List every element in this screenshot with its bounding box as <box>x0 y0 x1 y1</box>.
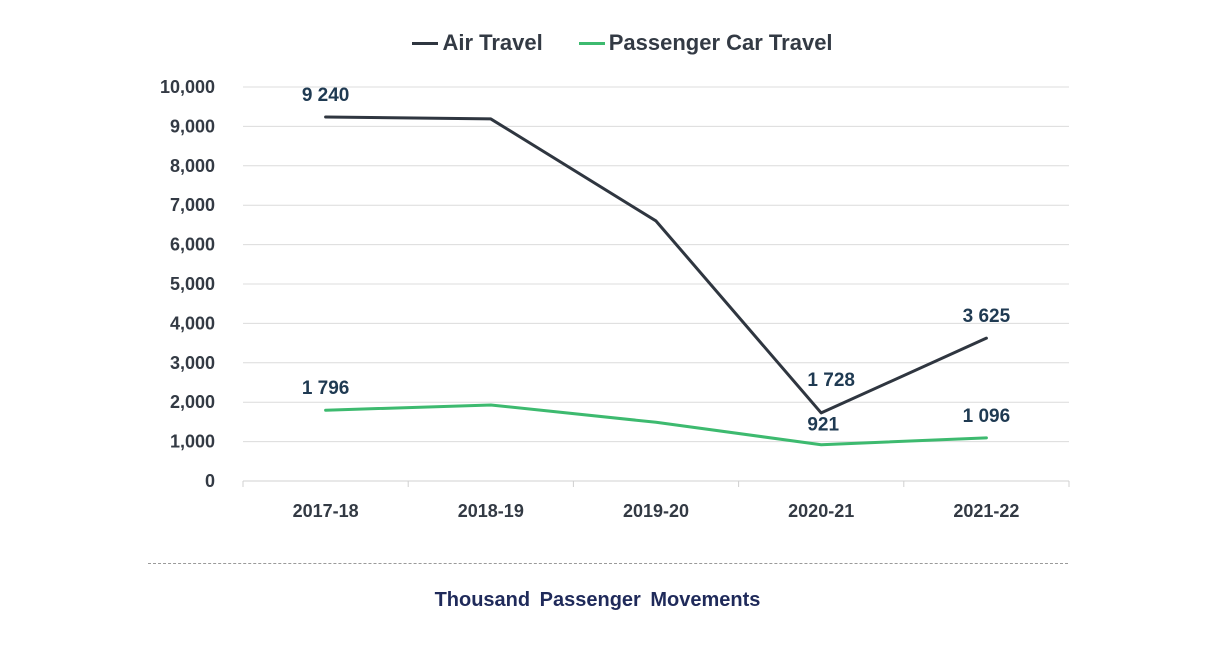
y-tick-label: 10,000 <box>160 77 215 97</box>
y-tick-label: 7,000 <box>170 195 215 215</box>
y-tick-label: 3,000 <box>170 353 215 373</box>
x-tick-label: 2019-20 <box>623 501 689 521</box>
series-line <box>324 115 988 415</box>
data-label: 9 240 <box>302 85 350 106</box>
data-label: 1 096 <box>963 406 1011 427</box>
data-label: 3 625 <box>963 306 1011 327</box>
y-tick-label: 1,000 <box>170 432 215 452</box>
legend-swatch-air-travel <box>412 41 439 45</box>
legend: Air Travel Passenger Car Travel <box>20 30 1205 56</box>
legend-item-air-travel: Air Travel <box>412 30 543 56</box>
footer-divider <box>148 563 1068 564</box>
footer-unit-label: Thousand Passenger Movements <box>434 589 761 611</box>
y-tick-label: 8,000 <box>170 156 215 176</box>
legend-swatch-passenger-car-travel <box>578 41 605 45</box>
y-tick-label: 6,000 <box>170 235 215 255</box>
x-tick-label: 2017-18 <box>293 501 359 521</box>
legend-label-air-travel: Air Travel <box>442 30 543 55</box>
legend-item-passenger-car-travel: Passenger Car Travel <box>578 30 833 56</box>
series-line <box>324 403 988 447</box>
y-tick-label: 9,000 <box>170 116 215 136</box>
y-tick-label: 4,000 <box>170 313 215 333</box>
data-label: 921 <box>807 415 839 436</box>
y-tick-label: 0 <box>205 471 215 491</box>
data-label: 1 796 <box>302 378 350 399</box>
x-tick-label: 2020-21 <box>788 501 854 521</box>
x-tick-label: 2021-22 <box>953 501 1019 521</box>
x-tick-label: 2018-19 <box>458 501 524 521</box>
y-tick-label: 5,000 <box>170 274 215 294</box>
legend-label-passenger-car-travel: Passenger Car Travel <box>608 30 833 55</box>
y-tick-label: 2,000 <box>170 392 215 412</box>
data-label: 1 728 <box>807 370 855 391</box>
